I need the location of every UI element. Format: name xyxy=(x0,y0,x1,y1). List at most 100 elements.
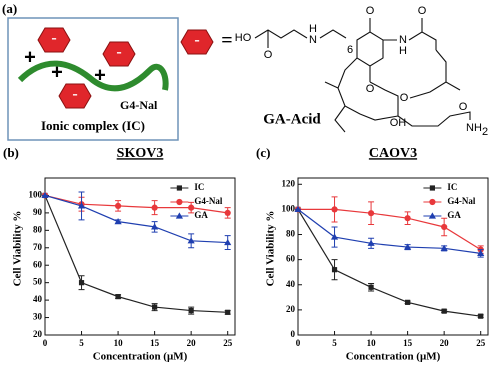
marker xyxy=(224,209,231,216)
atom: O xyxy=(366,83,375,95)
marker xyxy=(114,202,122,210)
y-tick-label: 100 xyxy=(29,190,43,200)
y-tick-label: 40 xyxy=(33,294,43,304)
plot-frame xyxy=(297,177,489,336)
marker xyxy=(41,191,49,199)
marker xyxy=(176,185,182,191)
charge: + xyxy=(94,64,106,86)
marker xyxy=(429,185,435,191)
chart-title: SKOV3 xyxy=(117,146,164,161)
atom: O xyxy=(264,49,273,61)
marker xyxy=(405,299,411,305)
x-tick-label: 5 xyxy=(79,338,84,348)
y-axis-label: Cell Viability % xyxy=(12,211,24,287)
marker xyxy=(367,210,375,217)
marker xyxy=(331,206,338,213)
atom: 6 xyxy=(347,44,353,56)
series-line xyxy=(298,208,482,251)
marker xyxy=(114,218,122,225)
y-tick-label: 70 xyxy=(33,242,43,252)
marker xyxy=(188,204,195,211)
marker xyxy=(367,239,375,246)
marker xyxy=(188,307,194,314)
polymer-label: G4-Nal xyxy=(120,98,158,112)
series-line xyxy=(297,208,481,254)
marker xyxy=(441,223,448,231)
marker xyxy=(440,244,448,251)
marker xyxy=(429,198,436,206)
y-tick-label: 40 xyxy=(286,279,296,289)
x-tick-label: 5 xyxy=(332,338,337,348)
legend-label: G4-Nal xyxy=(194,196,222,206)
charge: + xyxy=(51,61,63,83)
y-axis-label: Cell Viability % xyxy=(265,211,277,287)
series-line xyxy=(44,195,228,313)
atom: NH xyxy=(466,122,482,134)
marker xyxy=(368,284,374,290)
marker xyxy=(187,237,195,244)
y-tick-label: 60 xyxy=(286,254,296,264)
x-tick-label: 0 xyxy=(43,338,48,348)
atom: O xyxy=(418,5,427,17)
marker xyxy=(478,313,484,319)
y-tick-label: 50 xyxy=(33,277,43,287)
marker xyxy=(441,308,447,314)
x-axis-label: Concentration (μM) xyxy=(93,351,188,363)
x-tick-label: 15 xyxy=(403,338,413,348)
marker xyxy=(152,304,158,310)
atom: N xyxy=(399,34,407,46)
marker xyxy=(404,215,411,222)
marker xyxy=(176,198,183,206)
atom: O xyxy=(459,101,468,113)
marker xyxy=(115,294,121,300)
marker xyxy=(294,205,302,212)
polymer-chain xyxy=(17,60,169,92)
y-tick-label: 60 xyxy=(33,259,43,269)
legend-label: GA xyxy=(194,210,208,220)
x-tick-label: 25 xyxy=(223,338,233,348)
atom: H xyxy=(399,45,407,57)
marker xyxy=(175,212,183,219)
y-tick-label: 0 xyxy=(291,329,296,339)
marker xyxy=(330,233,339,240)
atom: 2 xyxy=(482,126,488,138)
y-tick-label: 20 xyxy=(286,304,296,314)
x-tick-label: 10 xyxy=(114,338,124,348)
atom: HO xyxy=(235,32,252,44)
y-tick-label: 120 xyxy=(282,178,296,188)
series-line xyxy=(44,194,228,244)
charge: - xyxy=(194,32,199,49)
y-tick-label: 90 xyxy=(33,207,43,217)
panel-label: (b) xyxy=(3,145,19,160)
atom: O xyxy=(366,5,375,17)
charge: - xyxy=(51,30,56,47)
x-tick-label: 25 xyxy=(476,338,486,348)
atom: N xyxy=(309,34,317,46)
legend-label: G4-Nal xyxy=(447,196,475,206)
structure xyxy=(254,18,471,133)
legend-label: IC xyxy=(194,182,204,192)
marker xyxy=(477,249,485,256)
x-tick-label: 20 xyxy=(440,338,450,348)
x-tick-label: 15 xyxy=(150,338,160,348)
hexagon xyxy=(58,83,92,109)
atom: O xyxy=(400,92,409,104)
complex-label: Ionic complex (IC) xyxy=(41,118,145,133)
charge: - xyxy=(72,86,77,103)
atom: OH xyxy=(390,117,407,129)
y-tick-label: 80 xyxy=(33,224,43,234)
series-line xyxy=(44,194,228,214)
atom: H xyxy=(309,23,317,35)
y-tick-label: 20 xyxy=(33,329,43,339)
complex-box xyxy=(7,17,179,141)
charge: + xyxy=(24,46,36,68)
marker xyxy=(77,202,86,209)
x-axis-label: Concentration (μM) xyxy=(346,351,441,363)
series-line xyxy=(297,209,481,317)
compound-label: GA-Acid xyxy=(263,111,321,127)
y-tick-label: 30 xyxy=(33,312,43,322)
hexagon xyxy=(180,29,214,55)
panel-label: (c) xyxy=(256,145,270,160)
